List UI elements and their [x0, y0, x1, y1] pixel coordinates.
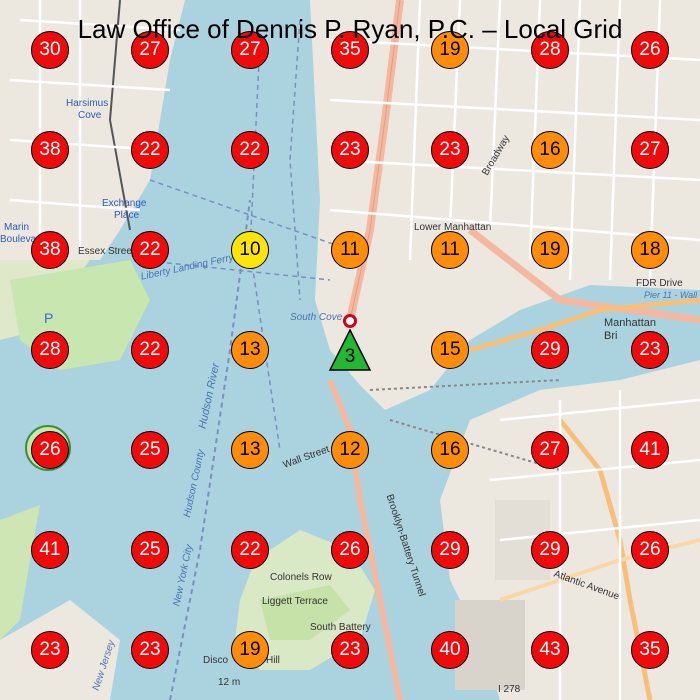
grid-cell-r0-c0[interactable]: 30 — [31, 31, 69, 69]
center-rank-marker[interactable]: 3 — [328, 328, 372, 372]
grid-cell-r2-c3[interactable]: 11 — [331, 231, 369, 269]
triangle-icon — [328, 328, 372, 371]
label-marin: Marin — [4, 222, 30, 233]
grid-cell-r4-c3[interactable]: 12 — [331, 431, 369, 469]
grid-cell-r5-c0[interactable]: 41 — [31, 531, 69, 569]
map-title: Law Office of Dennis P. Ryan, P.C. – Loc… — [77, 14, 623, 44]
grid-cell-r6-c4[interactable]: 40 — [431, 631, 469, 669]
grid-cell-r5-c4[interactable]: 29 — [431, 531, 469, 569]
label-disco: Disco — [203, 655, 229, 666]
label-harsimus: Harsimus — [66, 98, 109, 109]
label-south-battery: South Battery — [310, 622, 371, 633]
label-liggett-terrace: Liggett Terrace — [262, 596, 328, 607]
grid-cell-r0-c5[interactable]: 28 — [531, 31, 569, 69]
grid-cell-r3-c5[interactable]: 29 — [531, 331, 569, 369]
label-essex-street: Essex Street — [78, 246, 135, 257]
label-place: Place — [114, 210, 140, 221]
parking-icon: P — [44, 310, 54, 326]
grid-cell-r5-c6[interactable]: 26 — [631, 531, 669, 569]
label-i278: I 278 — [498, 684, 521, 695]
grid-cell-r2-c5[interactable]: 19 — [531, 231, 569, 269]
grid-cell-r0-c2[interactable]: 27 — [231, 31, 269, 69]
grid-cell-r6-c1[interactable]: 23 — [131, 631, 169, 669]
grid-cell-r4-c2[interactable]: 13 — [231, 431, 269, 469]
label-colonels-row: Colonels Row — [270, 572, 332, 583]
grid-cell-r0-c3[interactable]: 35 — [331, 31, 369, 69]
grid-cell-r5-c1[interactable]: 25 — [131, 531, 169, 569]
grid-cell-r6-c0[interactable]: 23 — [31, 631, 69, 669]
grid-cell-r1-c5[interactable]: 16 — [531, 131, 569, 169]
grid-cell-r0-c4[interactable]: 19 — [431, 31, 469, 69]
business-location-pin[interactable] — [343, 314, 357, 328]
label-pier: Pier 11 - Wall St — [644, 290, 700, 300]
grid-cell-r4-c0[interactable]: 26 — [31, 431, 69, 469]
label-bridge: Bri — [604, 330, 618, 342]
grid-cell-r6-c5[interactable]: 43 — [531, 631, 569, 669]
grid-cell-r1-c3[interactable]: 23 — [331, 131, 369, 169]
grid-cell-r3-c0[interactable]: 28 — [31, 331, 69, 369]
grid-cell-r1-c4[interactable]: 23 — [431, 131, 469, 169]
grid-cell-r2-c6[interactable]: 18 — [631, 231, 669, 269]
grid-cell-r4-c5[interactable]: 27 — [531, 431, 569, 469]
label-exchange: Exchange — [102, 198, 147, 209]
label-boulevard: Bouleva — [0, 234, 37, 245]
grid-cell-r2-c1[interactable]: 22 — [131, 231, 169, 269]
grid-cell-r3-c1[interactable]: 22 — [131, 331, 169, 369]
grid-cell-r2-c4[interactable]: 11 — [431, 231, 469, 269]
grid-cell-r3-c6[interactable]: 23 — [631, 331, 669, 369]
grid-cell-r1-c1[interactable]: 22 — [131, 131, 169, 169]
grid-cell-r5-c5[interactable]: 29 — [531, 531, 569, 569]
grid-cell-r0-c1[interactable]: 27 — [131, 31, 169, 69]
grid-cell-r6-c3[interactable]: 23 — [331, 631, 369, 669]
grid-cell-r3-c4[interactable]: 15 — [431, 331, 469, 369]
grid-cell-r0-c6[interactable]: 26 — [631, 31, 669, 69]
grid-cell-r3-c2[interactable]: 13 — [231, 331, 269, 369]
grid-cell-r6-c6[interactable]: 35 — [631, 631, 669, 669]
center-rank-value: 3 — [344, 346, 356, 367]
label-manhattan: Manhattan — [604, 317, 656, 329]
grid-cell-r2-c0[interactable]: 38 — [31, 231, 69, 269]
grid-cell-r4-c4[interactable]: 16 — [431, 431, 469, 469]
grid-cell-r6-c2[interactable]: 19 — [231, 631, 269, 669]
label-south-cove: South Cove — [290, 312, 343, 323]
grid-cell-r4-c1[interactable]: 25 — [131, 431, 169, 469]
label-lower-manhattan: Lower Manhattan — [414, 222, 492, 233]
grid-cell-r1-c0[interactable]: 38 — [31, 131, 69, 169]
grid-cell-r2-c2[interactable]: 10 — [231, 231, 269, 269]
label-elevation: 12 m — [218, 677, 241, 688]
label-hill: Hill — [266, 655, 280, 666]
grid-cell-r1-c6[interactable]: 27 — [631, 131, 669, 169]
grid-cell-r5-c3[interactable]: 26 — [331, 531, 369, 569]
grid-cell-r1-c2[interactable]: 22 — [231, 131, 269, 169]
grid-cell-r5-c2[interactable]: 22 — [231, 531, 269, 569]
label-fdr-drive: FDR Drive — [636, 278, 683, 289]
grid-cell-r4-c6[interactable]: 41 — [631, 431, 669, 469]
label-cove: Cove — [78, 110, 102, 121]
